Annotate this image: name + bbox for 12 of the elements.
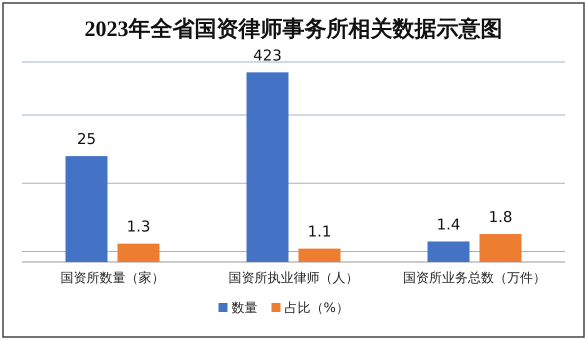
data-label: 423 <box>253 46 282 64</box>
x-tick-label: 国资所数量（家） <box>60 270 164 286</box>
x-tick-label: 国资所执业律师（人） <box>228 271 358 286</box>
x-tick-label: 国资所业务总数（万件） <box>403 271 546 286</box>
chart-title: 2023年全省国资律师事务所相关数据示意图 <box>84 16 502 41</box>
legend-label: 占比（%） <box>284 301 349 316</box>
data-label: 1.3 <box>126 218 150 236</box>
data-label: 1.8 <box>488 208 512 226</box>
legend-label: 数量 <box>232 301 258 316</box>
data-label: 1.4 <box>436 215 460 234</box>
data-label: 1.1 <box>308 222 332 241</box>
data-label: 25 <box>76 130 96 148</box>
